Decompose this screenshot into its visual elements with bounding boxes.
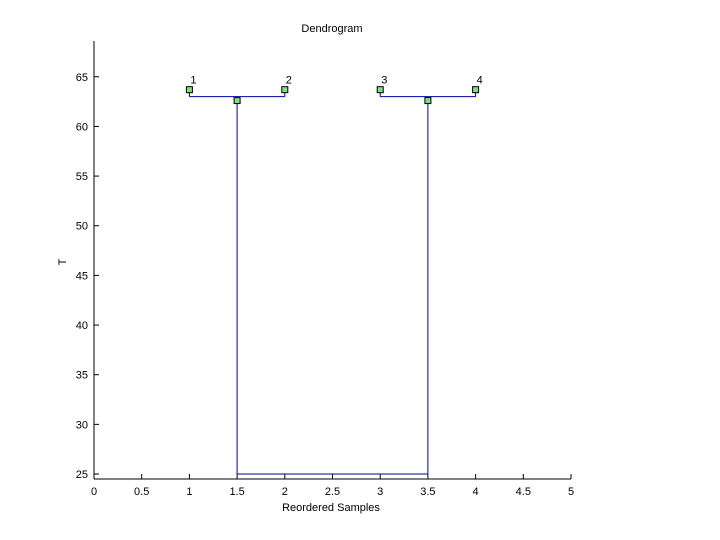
- x-tick-label: 4: [473, 486, 479, 498]
- x-tick-label: 2.5: [325, 486, 340, 498]
- chart-title: Dendrogram: [301, 23, 362, 35]
- y-tick-label: 50: [76, 221, 88, 233]
- x-tick-label: 3.5: [420, 486, 435, 498]
- y-tick-label: 25: [76, 469, 88, 481]
- x-tick-label: 0: [91, 486, 97, 498]
- node-marker: [233, 97, 241, 105]
- leaf-marker: [472, 86, 480, 94]
- node-marker: [424, 97, 432, 105]
- x-axis-label: Reordered Samples: [282, 502, 380, 514]
- y-tick-label: 35: [76, 370, 88, 382]
- x-tick-label: 1.5: [229, 486, 244, 498]
- x-tick-label: 3: [377, 486, 383, 498]
- y-tick-label: 30: [76, 419, 88, 431]
- y-tick-label: 60: [76, 121, 88, 133]
- y-tick-label: 65: [76, 72, 88, 84]
- y-axis-label: T: [57, 258, 69, 265]
- x-tick-label: 4.5: [516, 486, 531, 498]
- leaf-label: 4: [477, 75, 483, 87]
- leaf-label: 1: [190, 75, 196, 87]
- x-tick-label: 2: [282, 486, 288, 498]
- x-tick-label: 0.5: [134, 486, 149, 498]
- y-tick-label: 55: [76, 171, 88, 183]
- x-tick-label: 5: [568, 486, 574, 498]
- leaf-marker: [281, 86, 289, 94]
- x-tick-label: 1: [186, 486, 192, 498]
- leaf-marker: [185, 86, 193, 94]
- y-tick-label: 40: [76, 320, 88, 332]
- leaf-marker: [376, 86, 384, 94]
- leaf-label: 3: [381, 75, 387, 87]
- leaf-label: 2: [286, 75, 292, 87]
- y-tick-label: 45: [76, 270, 88, 282]
